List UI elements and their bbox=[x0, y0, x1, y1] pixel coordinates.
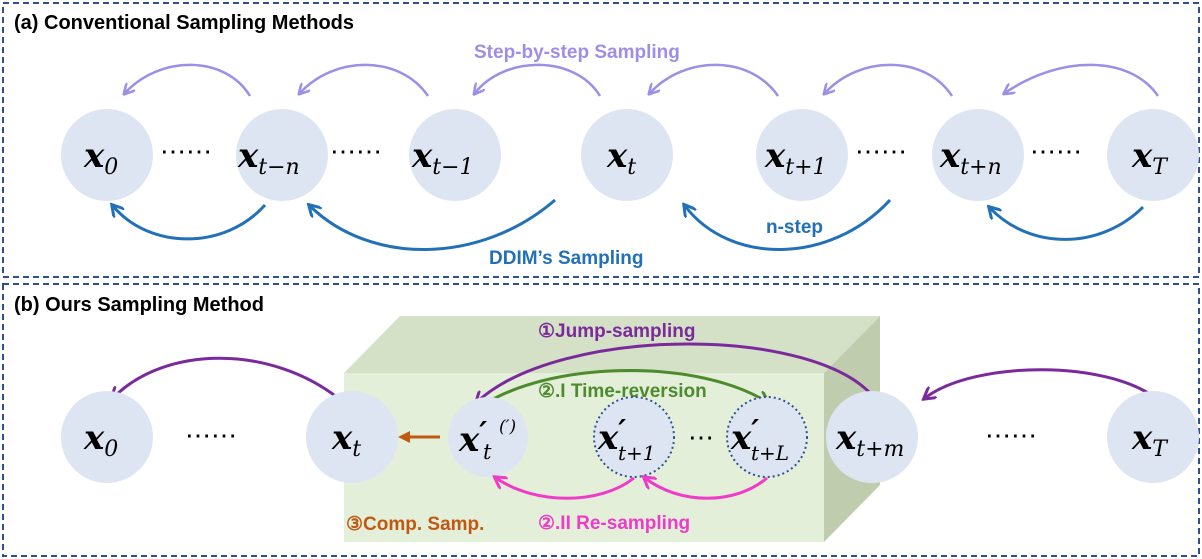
resampling-arrow bbox=[645, 478, 768, 500]
ellipsis: ⋯⋯ bbox=[1030, 137, 1082, 167]
ddim-arrow bbox=[990, 207, 1145, 241]
node-x-t-plus-n bbox=[932, 109, 1024, 201]
node-x-t-plus-1 bbox=[756, 109, 848, 201]
x-t-plus-L-subscript: t+L bbox=[751, 441, 789, 465]
node-x-t bbox=[306, 391, 398, 483]
panel-a-ellipses: ⋯⋯ ⋯⋯ ⋯⋯ ⋯⋯ bbox=[160, 137, 1082, 167]
panel-a-nodes bbox=[61, 109, 1199, 201]
panel-b-nodes bbox=[61, 391, 1199, 483]
step-arrow bbox=[825, 63, 954, 97]
svg-text:xt: xt bbox=[331, 418, 361, 462]
ddim-arrow bbox=[685, 198, 892, 251]
ellipsis: ⋯⋯ bbox=[855, 137, 907, 167]
svg-text:xt−1: xt−1 bbox=[411, 136, 474, 180]
ellipsis: ⋯⋯ bbox=[330, 137, 382, 167]
step-arrow bbox=[475, 63, 602, 97]
node-x-t-minus-1 bbox=[409, 109, 501, 201]
node-x-t-plus-1-prime bbox=[593, 396, 675, 478]
node-x-t-prime bbox=[448, 397, 528, 477]
svg-text:xT: xT bbox=[1131, 418, 1169, 462]
node-x-t-plus-L-prime bbox=[726, 396, 808, 478]
step-arrows bbox=[125, 63, 1160, 97]
ellipsis: ⋯⋯ bbox=[985, 421, 1037, 451]
node-x-T bbox=[1107, 109, 1199, 201]
resampling-arrow bbox=[496, 478, 635, 500]
panel-a-frame bbox=[2, 2, 1200, 278]
sampling-arrow bbox=[113, 356, 339, 398]
svg-text:x′: x′ bbox=[730, 414, 759, 458]
node-x-t bbox=[581, 109, 673, 201]
n-step-label: n-step bbox=[766, 217, 823, 238]
ellipsis: ⋯⋯ bbox=[160, 137, 212, 167]
svg-text:xt+n: xt+n bbox=[939, 136, 1002, 180]
x-t-plus-1-subscript: t+1 bbox=[618, 441, 656, 465]
x-t-prime-superscript: (′) bbox=[499, 417, 516, 437]
time-reversion-label: ②.I Time-reversion bbox=[538, 381, 707, 402]
x-t-prime-subscript: t bbox=[483, 440, 492, 464]
resampling-arrows bbox=[496, 478, 768, 500]
panel-a-node-labels: x0 xt−n xt−1 xt xt+1 xt+n xT bbox=[83, 136, 1169, 180]
node-x-t-minus-n bbox=[236, 109, 328, 201]
svg-text:xt+m: xt+m bbox=[835, 418, 904, 462]
node-x0 bbox=[61, 109, 153, 201]
ddim-arrows bbox=[113, 198, 1145, 251]
panel-b-frame bbox=[2, 283, 1200, 557]
svg-text:x′: x′ bbox=[458, 416, 487, 460]
node-x-t-plus-m bbox=[826, 391, 918, 483]
svg-text:xt−n: xt−n bbox=[237, 136, 300, 180]
svg-text:x′: x′ bbox=[597, 414, 626, 458]
sampling-arrow bbox=[925, 368, 1159, 402]
panel-b-node-labels: x0 xt x′ t (′) x′ t+1 x′ t+L xt+m xT bbox=[83, 414, 1169, 465]
resampling-label: ②.II Re-sampling bbox=[538, 513, 690, 534]
panel-a-title: (a) Conventional Sampling Methods bbox=[14, 12, 354, 34]
svg-text:xt+1: xt+1 bbox=[764, 136, 827, 180]
svg-text:xT: xT bbox=[1131, 136, 1169, 180]
step-arrow bbox=[125, 63, 252, 97]
step-arrow bbox=[300, 63, 430, 97]
step-arrow bbox=[1005, 63, 1160, 97]
svg-text:xt: xt bbox=[606, 136, 636, 180]
panel-b-ellipses: ⋯⋯ ⋯ ⋯⋯ bbox=[185, 421, 1037, 453]
time-reversion-arrow bbox=[487, 369, 767, 403]
node-x-T bbox=[1107, 391, 1199, 483]
step-by-step-label: Step-by-step Sampling bbox=[474, 42, 680, 63]
comp-sampling-label: ③Comp. Samp. bbox=[346, 514, 484, 535]
jump-sampling-arrow bbox=[477, 342, 878, 402]
svg-text:x0: x0 bbox=[83, 418, 118, 462]
ellipsis: ⋯⋯ bbox=[185, 421, 237, 451]
ellipsis: ⋯ bbox=[688, 423, 714, 453]
node-x0 bbox=[61, 391, 153, 483]
svg-text:x0: x0 bbox=[83, 136, 118, 180]
step-arrow bbox=[650, 63, 780, 97]
box-top-face bbox=[344, 316, 880, 373]
jump-sampling-label: ①Jump-sampling bbox=[538, 321, 695, 342]
panel-b-title: (b) Ours Sampling Method bbox=[14, 294, 264, 316]
ddim-label: DDIM’s Sampling bbox=[489, 248, 643, 269]
ddim-arrow bbox=[310, 198, 556, 251]
ddim-arrow bbox=[113, 205, 267, 241]
